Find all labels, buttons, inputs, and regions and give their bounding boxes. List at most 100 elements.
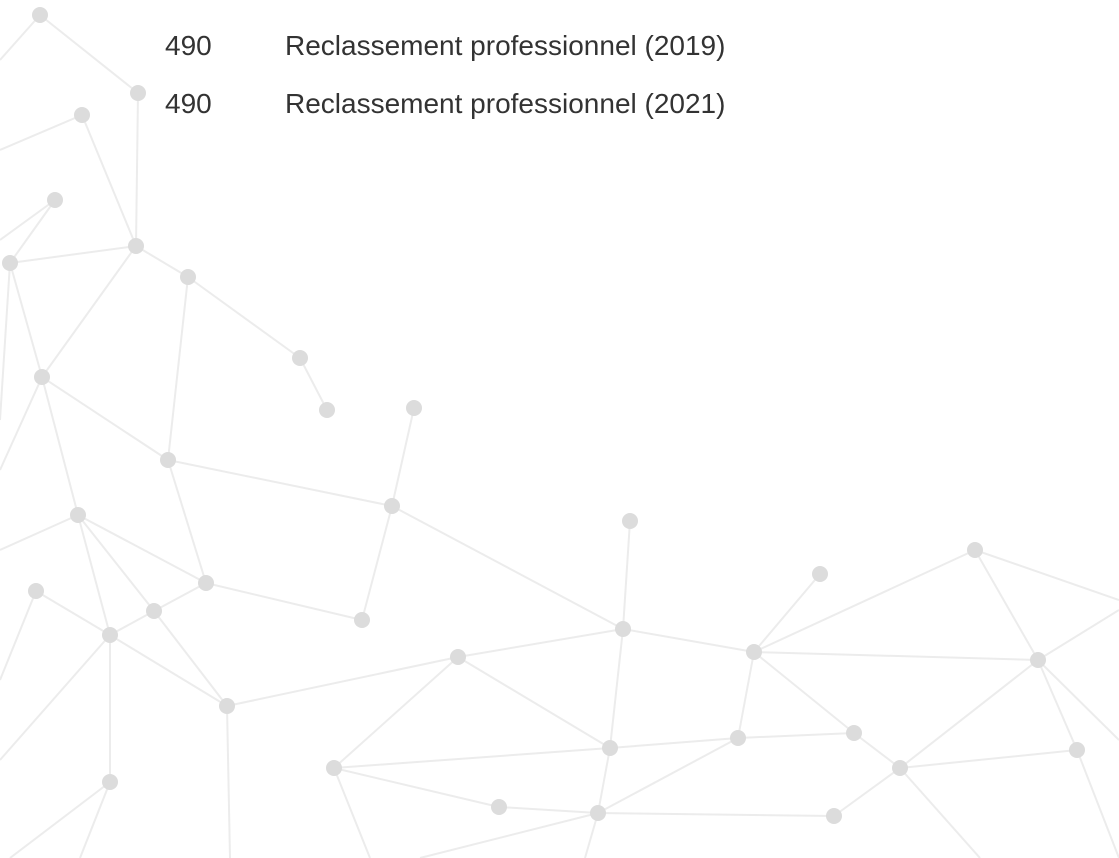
network-node bbox=[384, 498, 400, 514]
network-node bbox=[730, 730, 746, 746]
network-edge bbox=[168, 460, 392, 506]
network-node bbox=[967, 542, 983, 558]
network-edge bbox=[0, 15, 40, 60]
code: 490 bbox=[165, 84, 212, 124]
network-node bbox=[146, 603, 162, 619]
network-edge bbox=[40, 15, 138, 93]
network-edge bbox=[78, 515, 206, 583]
network-node bbox=[406, 400, 422, 416]
network-edge bbox=[300, 358, 327, 410]
network-edge bbox=[1077, 750, 1119, 858]
network-edge bbox=[10, 263, 42, 377]
network-node bbox=[746, 644, 762, 660]
network-edge bbox=[754, 550, 975, 652]
network-node bbox=[892, 760, 908, 776]
network-edge bbox=[0, 591, 36, 680]
network-edge bbox=[206, 583, 362, 620]
network-edge bbox=[1038, 610, 1119, 660]
network-node bbox=[34, 369, 50, 385]
network-edge bbox=[0, 263, 10, 420]
network-edge bbox=[754, 652, 1038, 660]
network-node bbox=[812, 566, 828, 582]
network-node bbox=[70, 507, 86, 523]
network-node bbox=[198, 575, 214, 591]
network-edge bbox=[738, 652, 754, 738]
page: 490 Reclassement professionnel (2019) 49… bbox=[0, 0, 1119, 858]
network-node bbox=[28, 583, 44, 599]
network-edge bbox=[334, 768, 370, 858]
network-node bbox=[326, 760, 342, 776]
network-edge bbox=[78, 515, 154, 611]
label: Reclassement professionnel (2019) bbox=[285, 26, 725, 66]
network-node bbox=[450, 649, 466, 665]
network-edge bbox=[458, 657, 610, 748]
network-node bbox=[160, 452, 176, 468]
network-edge bbox=[610, 629, 623, 748]
network-edge bbox=[227, 706, 230, 858]
network-edge bbox=[900, 660, 1038, 768]
network-node bbox=[292, 350, 308, 366]
network-edge bbox=[188, 277, 300, 358]
network-edge bbox=[136, 93, 138, 246]
network-node bbox=[74, 107, 90, 123]
network-edge bbox=[598, 748, 610, 813]
network-node bbox=[102, 627, 118, 643]
network-edge bbox=[598, 738, 738, 813]
label: Reclassement professionnel (2021) bbox=[285, 84, 725, 124]
network-node bbox=[622, 513, 638, 529]
network-edge bbox=[738, 733, 854, 738]
network-edge bbox=[82, 115, 136, 246]
network-edge bbox=[227, 657, 458, 706]
network-edge bbox=[334, 768, 499, 807]
network-node bbox=[354, 612, 370, 628]
network-edge bbox=[499, 807, 598, 813]
network-node bbox=[219, 698, 235, 714]
network-edge bbox=[1038, 660, 1119, 740]
network-edge bbox=[0, 200, 55, 240]
network-edge bbox=[754, 652, 854, 733]
network-edge bbox=[110, 635, 227, 706]
network-node bbox=[846, 725, 862, 741]
code: 490 bbox=[165, 26, 212, 66]
network-edge bbox=[458, 629, 623, 657]
network-edge bbox=[392, 408, 414, 506]
network-edge bbox=[392, 506, 623, 629]
network-edge bbox=[900, 750, 1077, 768]
network-edge bbox=[154, 611, 227, 706]
network-edge bbox=[168, 277, 188, 460]
network-edge bbox=[10, 200, 55, 263]
network-edge bbox=[975, 550, 1038, 660]
network-node bbox=[615, 621, 631, 637]
network-node bbox=[590, 805, 606, 821]
network-node bbox=[130, 85, 146, 101]
network-edge bbox=[0, 635, 110, 760]
network-edge bbox=[0, 377, 42, 470]
network-edge bbox=[900, 768, 980, 858]
network-node bbox=[826, 808, 842, 824]
network-edge bbox=[854, 733, 900, 768]
network-edge bbox=[754, 574, 820, 652]
network-node bbox=[32, 7, 48, 23]
network-edge bbox=[623, 521, 630, 629]
network-edge bbox=[334, 657, 458, 768]
network-edge bbox=[0, 515, 78, 550]
network-edge bbox=[10, 246, 136, 263]
network-edge bbox=[0, 115, 82, 150]
network-edge bbox=[36, 591, 110, 635]
network-node bbox=[2, 255, 18, 271]
network-node bbox=[128, 238, 144, 254]
network-edge bbox=[154, 583, 206, 611]
network-node bbox=[1030, 652, 1046, 668]
network-edge bbox=[975, 550, 1119, 600]
network-edge bbox=[420, 813, 598, 858]
network-edge bbox=[834, 768, 900, 816]
network-node bbox=[180, 269, 196, 285]
network-edge bbox=[623, 629, 754, 652]
network-edge bbox=[42, 246, 136, 377]
network-node bbox=[491, 799, 507, 815]
network-edge bbox=[168, 460, 206, 583]
network-node bbox=[47, 192, 63, 208]
network-edge bbox=[362, 506, 392, 620]
network-edge bbox=[334, 748, 610, 768]
network-edge bbox=[598, 813, 834, 816]
